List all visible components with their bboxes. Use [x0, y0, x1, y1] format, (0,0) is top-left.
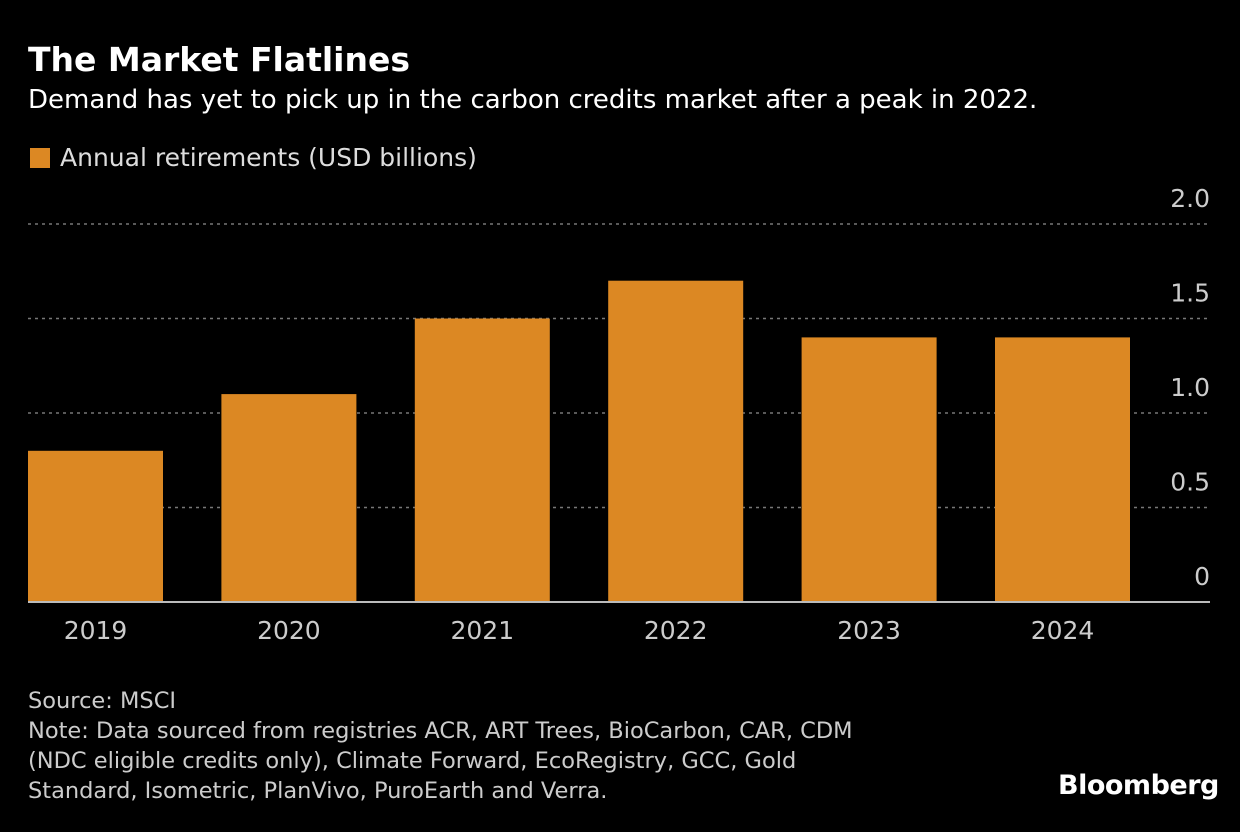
bar-2021: [414, 318, 550, 602]
y-tick-label: 0.5: [1170, 468, 1210, 497]
bar-2019: [28, 450, 163, 602]
y-tick-label: 1.0: [1170, 373, 1210, 402]
legend: Annual retirements (USD billions): [30, 143, 477, 172]
chart-title: The Market Flatlines: [28, 40, 410, 79]
x-tick-label: 2023: [837, 616, 901, 645]
bar-2023: [801, 337, 937, 602]
x-tick-label: 2019: [64, 616, 128, 645]
y-tick-label: 1.5: [1170, 279, 1210, 308]
x-tick-label: 2024: [1031, 616, 1095, 645]
chart-subtitle: Demand has yet to pick up in the carbon …: [28, 85, 1038, 115]
footer: Source: MSCI Note: Data sourced from reg…: [28, 686, 853, 806]
note-line: Standard, Isometric, PlanVivo, PuroEarth…: [28, 778, 608, 804]
source-text: Source: MSCI: [28, 688, 177, 714]
legend-swatch: [30, 147, 50, 168]
note-line: (NDC eligible credits only), Climate For…: [28, 748, 797, 774]
note-line: Note: Data sourced from registries ACR, …: [28, 718, 853, 744]
x-tick-label: 2022: [644, 616, 708, 645]
bloomberg-logo: Bloomberg: [1058, 770, 1219, 801]
bar-2024: [995, 337, 1130, 602]
y-tick-label: 0: [1194, 562, 1210, 591]
y-tick-label: 2.0: [1170, 184, 1210, 213]
x-tick-label: 2021: [450, 616, 514, 645]
x-tick-label: 2020: [257, 616, 321, 645]
bar-2022: [608, 280, 744, 602]
bar-2020: [221, 394, 357, 602]
legend-label: Annual retirements (USD billions): [60, 143, 477, 172]
